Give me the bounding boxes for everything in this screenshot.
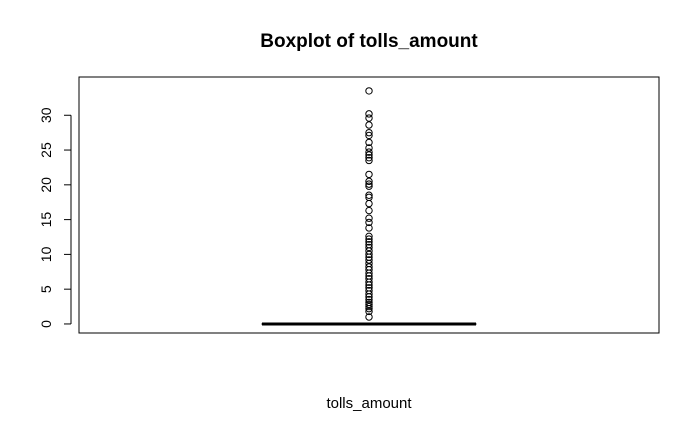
outlier-point [365,121,373,129]
outlier-point [365,313,373,321]
outlier-point [365,206,373,215]
outlier-point [365,182,373,190]
outlier-point [365,307,373,316]
outlier-point [365,193,373,202]
outlier-point [365,238,373,246]
outlier-point [365,138,373,147]
chart-title: Boxplot of tolls_amount [260,31,478,52]
y-tick-label: 25 [38,142,54,158]
outlier-point [365,153,373,162]
plot-frame [78,76,660,334]
outlier-point [365,110,373,118]
outlier-point [365,114,373,122]
outlier-point [365,235,373,243]
outlier-point [365,177,373,186]
outlier-point [365,250,373,259]
outlier-point [365,199,373,208]
outlier-point [365,131,373,140]
outlier-point [365,170,373,179]
outlier-point [365,191,373,199]
outlier-point [365,286,373,295]
outlier-point [365,295,373,304]
y-tick-label: 5 [38,285,54,293]
outlier-point [365,151,373,159]
x-axis-label: tolls_amount [326,395,412,412]
outlier-point [365,243,373,252]
outlier-point [365,298,373,307]
y-tick-label: 10 [38,246,54,262]
outlier-point [365,232,373,241]
outlier-point [365,263,373,271]
outlier-point [365,275,373,283]
outliers-group [365,87,373,321]
outlier-point [365,256,373,264]
outlier-point [365,156,373,165]
outlier-point [365,224,373,232]
outlier-point [365,87,373,95]
y-tick-label: 20 [38,177,54,193]
outlier-point [365,144,373,152]
outlier-point [365,240,373,249]
outlier-point [365,300,373,309]
y-tick-label: 15 [38,212,54,228]
outlier-point [365,148,373,156]
outlier-point [365,214,373,222]
outlier-point [365,128,373,137]
y-axis: 0 5 10 15 20 25 30 [38,107,72,328]
outlier-point [365,284,373,292]
outlier-point [365,218,373,227]
outlier-point [365,180,373,188]
y-tick-label: 0 [38,320,54,328]
y-tick-label: 30 [38,107,54,123]
outlier-point [365,302,373,311]
